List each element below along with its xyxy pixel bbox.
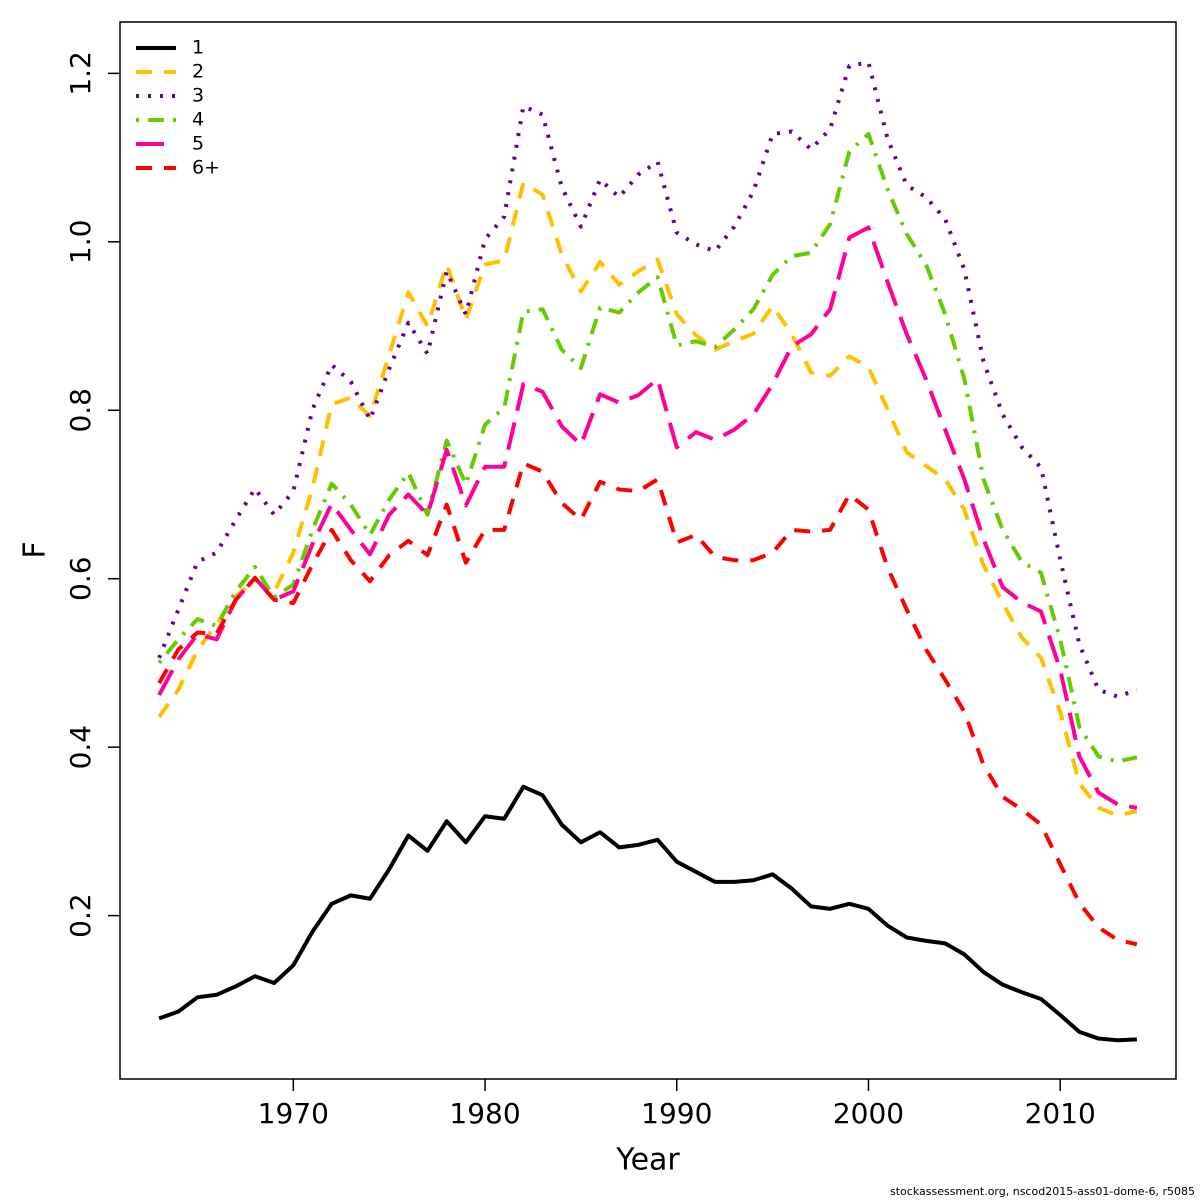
y-axis-title: F (18, 541, 53, 558)
legend-label: 1 (192, 37, 204, 59)
legend-label: 2 (192, 61, 204, 83)
series-line (157, 225, 1138, 810)
x-tick-label: 1990 (641, 1097, 712, 1130)
legend-label: 3 (192, 85, 204, 107)
x-tick-label: 2010 (1025, 1097, 1096, 1130)
series-line (157, 180, 1138, 818)
footnote: stockassessment.org, nscod2015-ass01-dom… (890, 1185, 1195, 1198)
x-tick-label: 2000 (833, 1097, 904, 1130)
legend-label: 5 (192, 133, 204, 155)
series-line (157, 461, 1138, 947)
x-axis-title: Year (615, 1143, 680, 1178)
x-tick-label: 1970 (258, 1097, 329, 1130)
y-tick-label: 0.8 (64, 388, 97, 433)
legend-label: 4 (192, 109, 204, 131)
y-tick-label: 0.6 (64, 556, 97, 601)
y-tick-label: 1.2 (64, 51, 97, 96)
y-tick-label: 0.4 (64, 725, 97, 770)
series-line (158, 784, 1137, 1043)
x-tick-label: 1980 (449, 1097, 520, 1130)
y-tick-label: 1.0 (64, 220, 97, 265)
series-line (157, 132, 1138, 764)
series-line (157, 60, 1138, 699)
y-tick-label: 0.2 (64, 893, 97, 938)
plot-frame (119, 21, 1177, 1080)
legend-label: 6+ (192, 157, 220, 179)
